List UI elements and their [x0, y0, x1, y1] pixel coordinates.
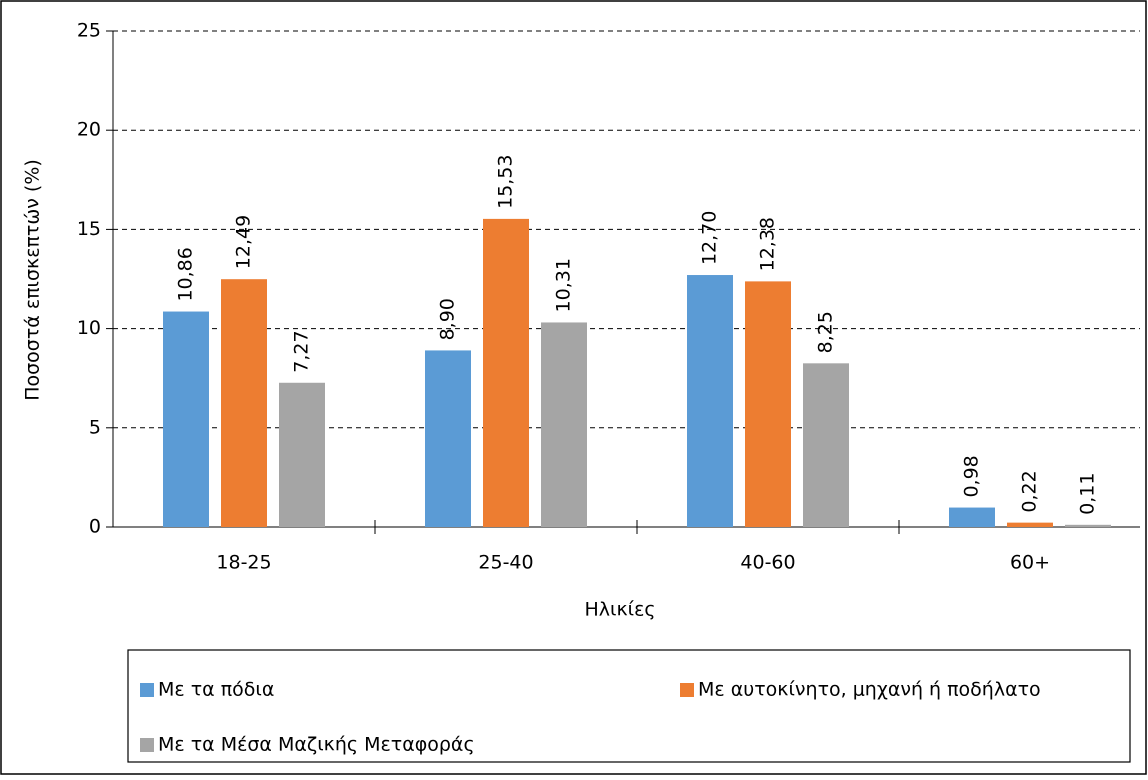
- bar: [687, 275, 733, 527]
- bar: [163, 311, 209, 527]
- value-label: 0,22: [1019, 470, 1041, 512]
- legend-label: Με τα πόδια: [158, 679, 274, 701]
- value-label: 12,38: [757, 217, 779, 271]
- legend-box: [127, 649, 1131, 763]
- value-label: 12,70: [699, 211, 721, 265]
- bar: [483, 218, 529, 527]
- value-label: 8,25: [815, 311, 837, 353]
- value-label: 0,98: [961, 455, 983, 497]
- value-label: 7,27: [291, 330, 313, 372]
- value-label: 0,11: [1077, 473, 1099, 515]
- legend-swatch: [140, 738, 154, 752]
- value-label: 15,53: [495, 154, 517, 208]
- value-label: 12,49: [233, 215, 255, 269]
- value-label: 8,90: [437, 298, 459, 340]
- legend-label: Με τα Μέσα Μαζικής Μεταφοράς: [158, 734, 475, 756]
- bar: [541, 322, 587, 527]
- bar: [279, 382, 325, 527]
- bar: [803, 363, 849, 527]
- bar: [1065, 524, 1111, 527]
- x-axis-title: Ηλικίες: [584, 599, 655, 621]
- y-tick-label: 5: [89, 416, 101, 438]
- x-tick-label: 25-40: [478, 552, 533, 574]
- value-label: 10,86: [175, 247, 197, 301]
- y-axis-title: Ποσοστά επισκεπτών (%): [22, 159, 44, 401]
- x-tick-label: 40-60: [740, 552, 795, 574]
- bar: [949, 507, 995, 527]
- x-tick-label: 18-25: [216, 552, 271, 574]
- legend-label: Με αυτοκίνητο, μηχανή ή ποδήλατο: [698, 679, 1041, 701]
- y-tick-label: 20: [77, 119, 101, 141]
- legend-swatch: [140, 683, 154, 697]
- y-tick-label: 25: [77, 20, 101, 42]
- x-tick-label: 60+: [1010, 552, 1050, 574]
- y-tick-label: 15: [77, 218, 101, 240]
- y-tick-label: 10: [77, 317, 101, 339]
- bar: [425, 350, 471, 527]
- bar: [221, 279, 267, 527]
- value-label: 10,31: [553, 258, 575, 312]
- bar: [1007, 522, 1053, 527]
- y-tick-label: 0: [89, 516, 101, 538]
- bar: [745, 281, 791, 527]
- legend-swatch: [680, 683, 694, 697]
